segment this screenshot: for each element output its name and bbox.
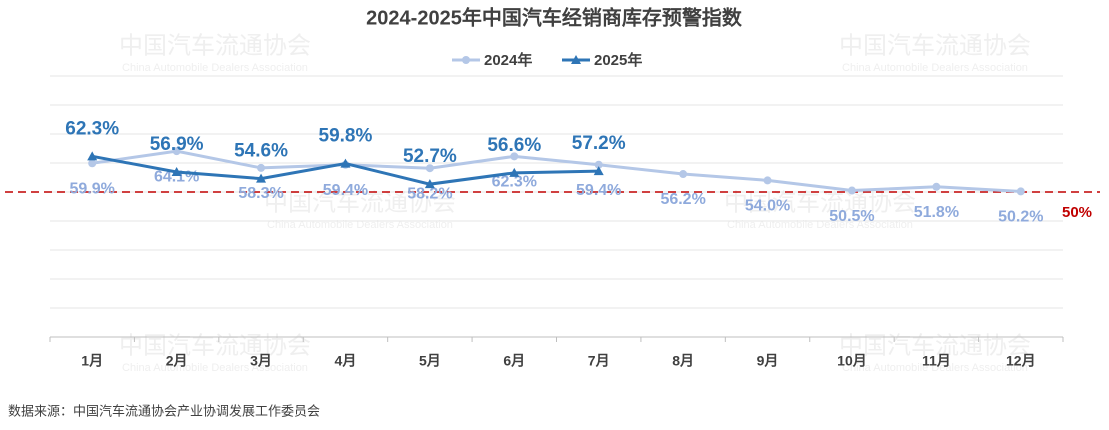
- watermark-en: China Automobile Dealers Association: [842, 362, 1028, 374]
- x-tick-label: 6月: [503, 353, 525, 369]
- watermark: 中国汽车流通协会: [839, 33, 1031, 60]
- legend-label: 2024年: [484, 51, 532, 69]
- data-label: 59.8%: [319, 126, 373, 147]
- point: [87, 151, 98, 161]
- point: [509, 167, 520, 177]
- point: [679, 170, 688, 179]
- legend-marker: [462, 56, 470, 64]
- point: [172, 147, 181, 156]
- legend-marker: [571, 55, 581, 64]
- watermark-en: China Automobile Dealers Association: [727, 219, 913, 231]
- x-tick-label: 12月: [1006, 353, 1036, 369]
- watermark: 中国汽车流通协会: [724, 190, 916, 217]
- watermark: 中国汽车流通协会: [119, 33, 311, 60]
- point: [257, 163, 266, 172]
- data-label: 52.7%: [403, 146, 457, 167]
- data-label: 51.8%: [914, 204, 959, 221]
- data-label: 56.9%: [150, 134, 204, 155]
- x-tick-label: 3月: [250, 353, 272, 369]
- data-label: 59.9%: [70, 181, 115, 198]
- data-label: 59.4%: [576, 182, 621, 199]
- watermark: 中国汽车流通协会: [264, 190, 456, 217]
- x-tick-label: 4月: [335, 353, 357, 369]
- x-tick-label: 9月: [757, 353, 779, 369]
- data-label: 58.2%: [407, 185, 452, 202]
- point: [932, 182, 941, 191]
- watermark-en: China Automobile Dealers Association: [122, 62, 308, 74]
- point: [593, 166, 604, 176]
- data-label: 62.3%: [492, 174, 537, 191]
- point: [510, 152, 519, 161]
- data-label: 58.3%: [238, 185, 283, 202]
- watermark-en: China Automobile Dealers Association: [267, 219, 453, 231]
- point: [256, 173, 267, 183]
- data-label: 62.3%: [65, 118, 119, 139]
- point: [171, 166, 182, 176]
- x-tick-label: 5月: [419, 353, 441, 369]
- watermark-en: China Automobile Dealers Association: [842, 62, 1028, 74]
- point: [763, 176, 772, 185]
- reference-label: 50%: [1062, 204, 1092, 221]
- data-label: 56.6%: [487, 135, 541, 156]
- x-tick-label: 8月: [672, 353, 694, 369]
- point: [1016, 187, 1025, 196]
- watermark-en: China Automobile Dealers Association: [122, 362, 308, 374]
- data-label: 50.5%: [829, 208, 874, 225]
- data-label: 59.4%: [323, 182, 368, 199]
- point: [424, 179, 435, 189]
- point: [340, 158, 351, 168]
- series-line: [91, 149, 1021, 193]
- x-tick-label: 11月: [922, 353, 951, 369]
- data-label: 56.2%: [660, 191, 705, 208]
- data-label: 57.2%: [572, 133, 626, 154]
- legend-label: 2025年: [594, 51, 642, 69]
- point: [88, 159, 97, 168]
- point: [847, 186, 856, 195]
- data-label: 54.6%: [234, 141, 288, 162]
- x-tick-label: 1月: [81, 353, 103, 369]
- point: [425, 164, 434, 173]
- data-label: 54.0%: [745, 198, 790, 215]
- x-tick-label: 2月: [166, 353, 188, 369]
- source-note: 数据来源：中国汽车流通协会产业协调发展工作委员会: [8, 403, 320, 418]
- chart-title: 2024-2025年中国汽车经销商库存预警指数: [366, 5, 743, 29]
- x-tick-label: 7月: [588, 353, 610, 369]
- data-label: 50.2%: [998, 209, 1043, 226]
- x-tick-label: 10月: [837, 353, 867, 369]
- point: [594, 160, 603, 169]
